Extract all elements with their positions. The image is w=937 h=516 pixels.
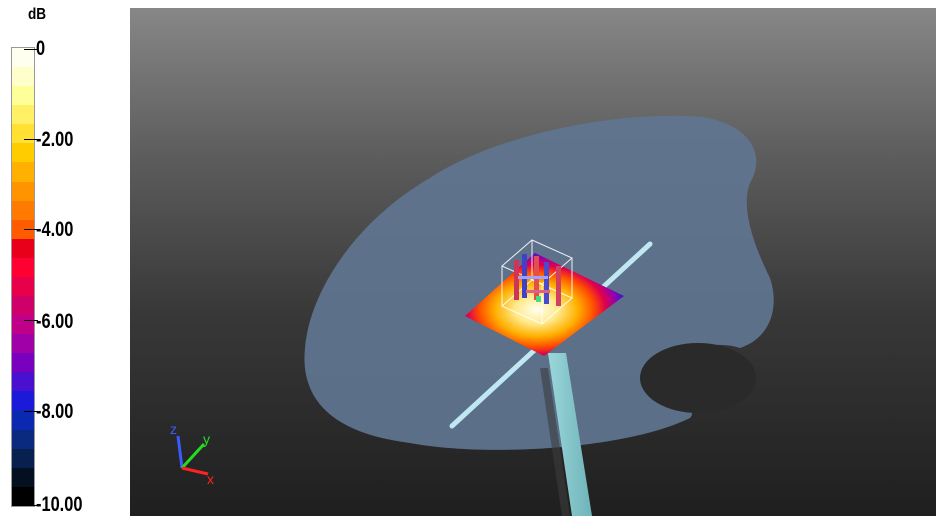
colorbar-segment [12, 105, 34, 125]
colorbar-segment [12, 334, 34, 354]
scene-canvas[interactable]: z y x [130, 8, 936, 516]
colorbar-segment [12, 296, 34, 316]
colorbar-segment [12, 67, 34, 87]
axis-triad: z y x [170, 421, 214, 487]
colorbar-segment [12, 467, 34, 487]
colorbar-segment [12, 48, 34, 68]
colorbar-segment [12, 410, 34, 430]
colorbar-label-3: -6.00 [36, 310, 74, 333]
colorbar-segment [12, 429, 34, 449]
colorbar-tick [24, 320, 38, 321]
plane-shadow-cutout [640, 343, 756, 413]
colorbar-tick [24, 505, 38, 506]
colorbar-label-2: -4.00 [36, 218, 74, 241]
colorbar-segment [12, 257, 34, 277]
radiation-heatmap-surface [465, 253, 624, 356]
colorbar-tick [24, 139, 38, 140]
colorbar-segment [12, 448, 34, 468]
colorbar-label-5: -10.00 [36, 493, 83, 516]
z-axis-line [176, 435, 184, 469]
colorbar-segment [12, 353, 34, 373]
colorbar-segment [12, 315, 34, 335]
colorbar-segment [12, 143, 34, 163]
colorbar-legend: dB 0 -2.00 -4.00 -6.00 -8.00 -10.00 [0, 0, 128, 516]
colorbar-label-4: -8.00 [36, 400, 74, 423]
colorbar-segment [12, 372, 34, 392]
colorbar-segment [12, 391, 34, 411]
colorbar-tick [24, 229, 38, 230]
colorbar-segment [12, 181, 34, 201]
colorbar-segment [12, 486, 34, 506]
support-pole-shadow [540, 368, 570, 516]
colorbar-strip [11, 47, 35, 507]
colorbar-segment [12, 238, 34, 258]
x-axis-line [181, 466, 209, 476]
colorbar-label-0: 0 [36, 37, 46, 60]
colorbar-tick [24, 49, 38, 50]
colorbar-segment [12, 276, 34, 297]
x-axis-label: x [207, 471, 214, 487]
colorbar-segment [12, 86, 34, 106]
z-axis-label: z [170, 421, 177, 437]
y-axis-label: y [203, 431, 210, 447]
y-axis-line [180, 442, 206, 470]
colorbar-label-1: -2.00 [36, 128, 74, 151]
colorbar-segment [12, 124, 34, 144]
support-pole [548, 353, 592, 516]
3d-viewport[interactable]: z y x [130, 8, 936, 516]
colorbar-segment [12, 200, 34, 220]
antenna-dipoles [514, 254, 561, 306]
colorbar-segment [12, 162, 34, 182]
colorbar-segment [12, 219, 34, 239]
colorbar-unit-label: dB [28, 6, 47, 23]
colorbar-tick [24, 411, 38, 412]
